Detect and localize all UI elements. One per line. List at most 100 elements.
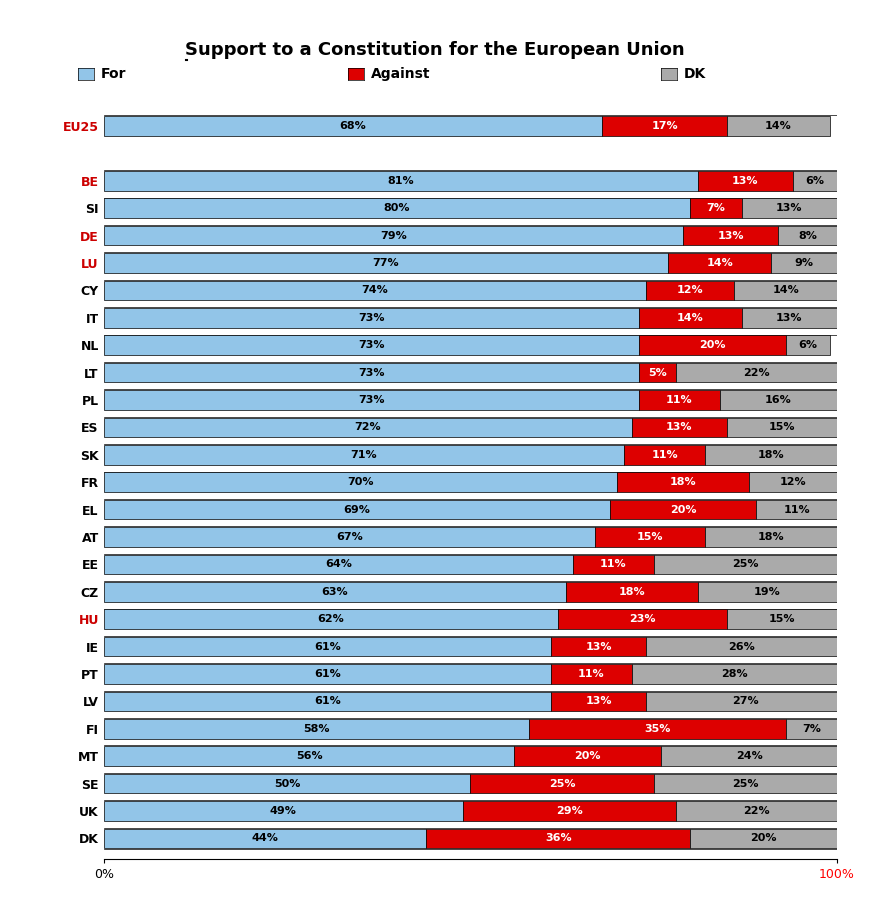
Text: 73%: 73%: [358, 340, 384, 350]
Bar: [733, 281, 836, 300]
Text: 36%: 36%: [545, 834, 571, 843]
Bar: [653, 555, 836, 575]
Bar: [741, 308, 836, 328]
Bar: [770, 253, 836, 273]
Bar: [103, 582, 565, 602]
Bar: [624, 445, 704, 464]
Text: 17%: 17%: [651, 121, 677, 131]
Bar: [690, 828, 836, 848]
Bar: [426, 828, 690, 848]
Bar: [675, 801, 836, 821]
Text: 12%: 12%: [676, 285, 703, 295]
Text: 14%: 14%: [706, 258, 733, 268]
Bar: [631, 664, 836, 684]
Bar: [646, 637, 836, 656]
Text: 13%: 13%: [666, 423, 692, 433]
Text: 27%: 27%: [731, 696, 758, 707]
Text: 28%: 28%: [720, 669, 746, 679]
Bar: [639, 363, 675, 383]
Text: 67%: 67%: [335, 532, 362, 542]
Text: 71%: 71%: [350, 450, 377, 460]
Bar: [675, 363, 836, 383]
Text: 7%: 7%: [801, 724, 819, 734]
Text: 25%: 25%: [732, 559, 758, 569]
Text: 68%: 68%: [339, 121, 366, 131]
Bar: [639, 390, 719, 410]
Text: 18%: 18%: [757, 532, 784, 542]
Text: 18%: 18%: [669, 477, 695, 487]
Text: 13%: 13%: [775, 313, 802, 323]
Text: 18%: 18%: [757, 450, 784, 460]
Text: 23%: 23%: [629, 614, 655, 624]
Text: 80%: 80%: [383, 204, 410, 214]
Bar: [609, 500, 755, 519]
Bar: [514, 747, 660, 766]
Text: 73%: 73%: [358, 395, 384, 405]
Text: 13%: 13%: [585, 696, 611, 707]
Bar: [726, 417, 836, 437]
Text: 81%: 81%: [387, 176, 414, 186]
Bar: [573, 555, 653, 575]
Bar: [470, 774, 653, 794]
Text: Support to a Constitution for the European Union: Support to a Constitution for the Europe…: [185, 41, 684, 59]
Bar: [558, 609, 726, 629]
Text: 13%: 13%: [585, 642, 611, 652]
Text: 20%: 20%: [750, 834, 776, 843]
Bar: [550, 691, 646, 711]
Bar: [550, 664, 631, 684]
Bar: [103, 417, 631, 437]
Text: 14%: 14%: [676, 313, 703, 323]
Text: 44%: 44%: [251, 834, 278, 843]
Bar: [690, 198, 741, 218]
Bar: [616, 472, 748, 492]
Bar: [565, 582, 697, 602]
Text: 70%: 70%: [347, 477, 373, 487]
Text: 13%: 13%: [717, 231, 743, 241]
Text: 9%: 9%: [793, 258, 813, 268]
Text: 61%: 61%: [314, 642, 341, 652]
Text: 25%: 25%: [732, 778, 758, 788]
Text: 79%: 79%: [380, 231, 407, 241]
Bar: [103, 171, 697, 191]
Bar: [103, 308, 639, 328]
Bar: [103, 336, 639, 355]
Bar: [103, 719, 528, 738]
Text: 77%: 77%: [372, 258, 399, 268]
Bar: [103, 500, 609, 519]
Bar: [704, 445, 836, 464]
Bar: [785, 336, 829, 355]
Text: 14%: 14%: [772, 285, 799, 295]
Text: 5%: 5%: [647, 367, 666, 377]
Text: 6%: 6%: [805, 176, 824, 186]
Text: 12%: 12%: [779, 477, 806, 487]
Text: 11%: 11%: [666, 395, 692, 405]
Bar: [103, 363, 639, 383]
Bar: [726, 609, 836, 629]
Bar: [660, 747, 836, 766]
Text: 20%: 20%: [699, 340, 725, 350]
Bar: [594, 527, 704, 547]
Text: 8%: 8%: [798, 231, 816, 241]
Text: 62%: 62%: [317, 614, 344, 624]
Bar: [103, 253, 667, 273]
Text: 15%: 15%: [768, 423, 794, 433]
Bar: [778, 225, 836, 245]
Bar: [103, 225, 682, 245]
Bar: [682, 225, 778, 245]
Text: 74%: 74%: [362, 285, 388, 295]
Text: For: For: [101, 67, 126, 81]
Text: Against: Against: [370, 67, 429, 81]
Text: 73%: 73%: [358, 367, 384, 377]
Text: 25%: 25%: [548, 778, 574, 788]
Bar: [103, 390, 639, 410]
Text: 11%: 11%: [577, 669, 604, 679]
Bar: [639, 336, 785, 355]
Text: 73%: 73%: [358, 313, 384, 323]
Text: 13%: 13%: [775, 204, 802, 214]
Bar: [741, 198, 836, 218]
Text: 35%: 35%: [643, 724, 670, 734]
Bar: [719, 390, 836, 410]
Text: 69%: 69%: [343, 505, 369, 515]
Text: 15%: 15%: [636, 532, 662, 542]
Text: 19%: 19%: [753, 586, 779, 596]
